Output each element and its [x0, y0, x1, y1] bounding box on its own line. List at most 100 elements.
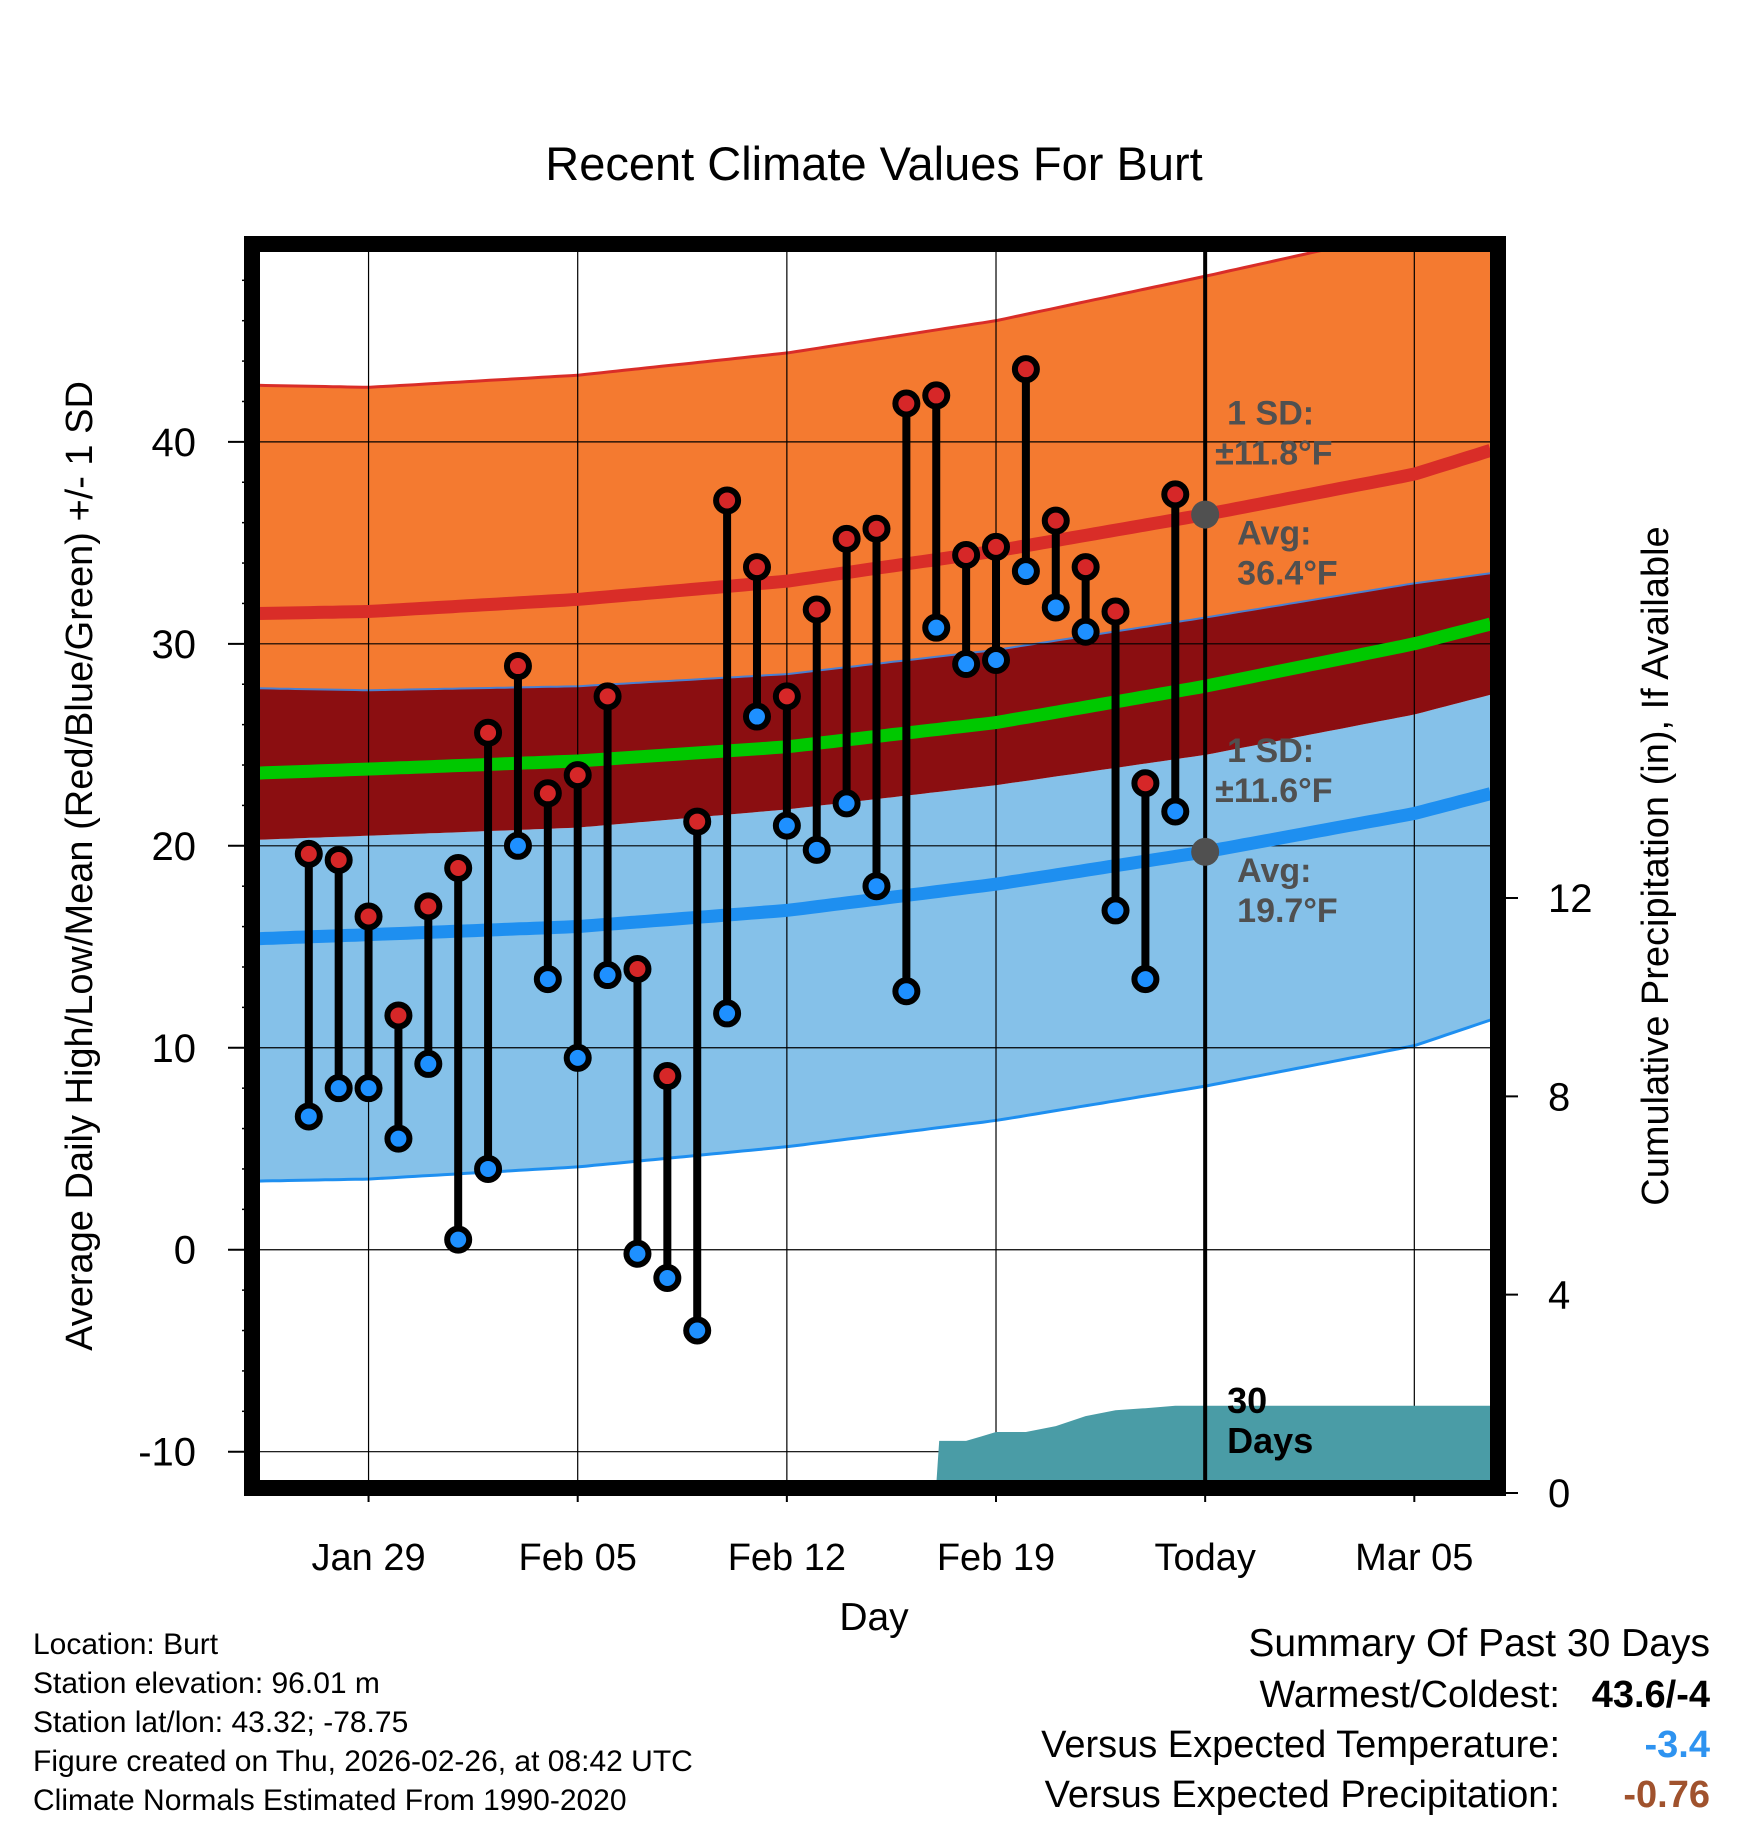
x-tick-label: Feb 12 — [728, 1537, 846, 1579]
low-point — [862, 872, 891, 901]
summary-temp-label: Versus Expected Temperature: — [1041, 1724, 1560, 1766]
summary-title: Summary Of Past 30 Days — [1248, 1622, 1710, 1665]
low-point — [892, 977, 921, 1006]
low-point — [1041, 593, 1070, 622]
low-point — [772, 811, 801, 840]
today-low-avg-dot — [1191, 837, 1220, 866]
x-tick-label: Today — [1154, 1537, 1255, 1579]
low-point — [623, 1239, 652, 1268]
y2-axis-label: Cumulative Precipitation (in), If Availa… — [1635, 526, 1677, 1205]
y-tick-label: 10 — [152, 1027, 197, 1071]
low-lower-edge — [258, 1018, 1491, 1183]
high-point — [1161, 480, 1190, 509]
days-word-label: Days — [1227, 1420, 1313, 1461]
low-point — [294, 1102, 323, 1131]
low-point — [533, 965, 562, 994]
high-point — [1101, 597, 1130, 626]
summary-precip-value: -0.76 — [1623, 1774, 1710, 1816]
high-point — [802, 595, 831, 624]
high-point — [503, 652, 532, 681]
info-created: Figure created on Thu, 2026-02-26, at 08… — [33, 1745, 693, 1778]
high-point — [324, 845, 353, 874]
high-avg-label: Avg: — [1237, 515, 1311, 553]
low-point — [742, 702, 771, 731]
info-location: Location: Burt — [33, 1628, 219, 1661]
y-tick-label: 20 — [152, 825, 197, 869]
high-point — [563, 761, 592, 790]
x-tick-label: Feb 19 — [937, 1537, 1055, 1579]
low-avg-value: 19.7°F — [1237, 892, 1338, 930]
info-elevation: Station elevation: 96.01 m — [33, 1667, 380, 1700]
y2-tick-label: 8 — [1548, 1075, 1570, 1119]
low-point — [1161, 797, 1190, 826]
high-sd-label: 1 SD: — [1227, 395, 1314, 433]
high-point — [832, 524, 861, 553]
y-tick-label: 30 — [152, 623, 197, 667]
summary-row-temp: Versus Expected Temperature: -3.4 — [1041, 1724, 1710, 1767]
low-point — [1101, 896, 1130, 925]
low-point — [563, 1043, 592, 1072]
high-point — [593, 682, 622, 711]
high-point — [952, 540, 981, 569]
high-point — [1071, 553, 1100, 582]
high-point — [1041, 506, 1070, 535]
low-point — [922, 613, 951, 642]
low-avg-label: Avg: — [1237, 852, 1311, 890]
high-point — [623, 955, 652, 984]
x-tick-label: Mar 05 — [1355, 1537, 1473, 1579]
high-point — [982, 532, 1011, 561]
info-latlon: Station lat/lon: 43.32; -78.75 — [33, 1706, 409, 1739]
low-point — [952, 650, 981, 679]
low-point — [593, 961, 622, 990]
high-point — [862, 514, 891, 543]
y2-tick-label: 0 — [1548, 1472, 1570, 1516]
y-axis-label: Average Daily High/Low/Mean (Red/Blue/Gr… — [59, 381, 101, 1351]
high-point — [384, 1001, 413, 1030]
high-point — [772, 682, 801, 711]
summary-warm-cold-value: 43.6/-4 — [1591, 1674, 1710, 1716]
summary-temp-value: -3.4 — [1644, 1724, 1710, 1766]
high-point — [294, 839, 323, 868]
high-avg-value: 36.4°F — [1237, 555, 1338, 593]
info-normals: Climate Normals Estimated From 1990-2020 — [33, 1784, 627, 1817]
high-point — [414, 892, 443, 921]
low-point — [802, 835, 831, 864]
y-tick-label: 40 — [152, 421, 197, 465]
x-axis-label: Day — [839, 1596, 909, 1639]
high-point — [713, 486, 742, 515]
high-point — [922, 381, 951, 410]
low-point — [444, 1225, 473, 1254]
y2-tick-label: 12 — [1548, 877, 1593, 921]
y-tick-label: -10 — [138, 1431, 196, 1475]
high-sd-band — [258, 250, 1491, 691]
high-point — [354, 902, 383, 931]
low-point — [384, 1124, 413, 1153]
low-point — [354, 1074, 383, 1103]
low-point — [414, 1049, 443, 1078]
low-point — [832, 789, 861, 818]
summary-warm-cold-label: Warmest/Coldest: — [1259, 1674, 1560, 1716]
high-point — [444, 854, 473, 883]
y-tick-label: 0 — [174, 1229, 196, 1273]
high-point — [1131, 769, 1160, 798]
low-point — [683, 1316, 712, 1345]
summary-precip-label: Versus Expected Precipitation: — [1044, 1774, 1560, 1816]
low-point — [982, 645, 1011, 674]
high-point — [653, 1062, 682, 1091]
low-point — [1131, 965, 1160, 994]
summary-row-warmest: Warmest/Coldest: 43.6/-4 — [1259, 1674, 1710, 1717]
high-point — [474, 718, 503, 747]
y2-tick-label: 4 — [1548, 1274, 1570, 1318]
low-point — [713, 999, 742, 1028]
high-upper-edge — [258, 250, 1331, 389]
high-point — [533, 779, 562, 808]
high-sd-value: ±11.8°F — [1215, 435, 1332, 473]
low-sd-label: 1 SD: — [1227, 732, 1314, 770]
low-point — [653, 1264, 682, 1293]
plot-frame — [244, 236, 1506, 1496]
high-point — [683, 807, 712, 836]
low-point — [474, 1154, 503, 1183]
today-high-avg-dot — [1191, 500, 1220, 529]
days-count-label: 30 — [1227, 1380, 1267, 1421]
